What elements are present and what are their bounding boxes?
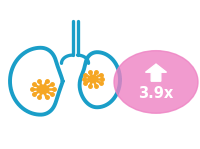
Circle shape — [114, 51, 198, 113]
Text: 3.9x: 3.9x — [138, 86, 174, 101]
Circle shape — [37, 85, 49, 94]
FancyArrow shape — [146, 64, 166, 81]
Circle shape — [88, 75, 98, 83]
